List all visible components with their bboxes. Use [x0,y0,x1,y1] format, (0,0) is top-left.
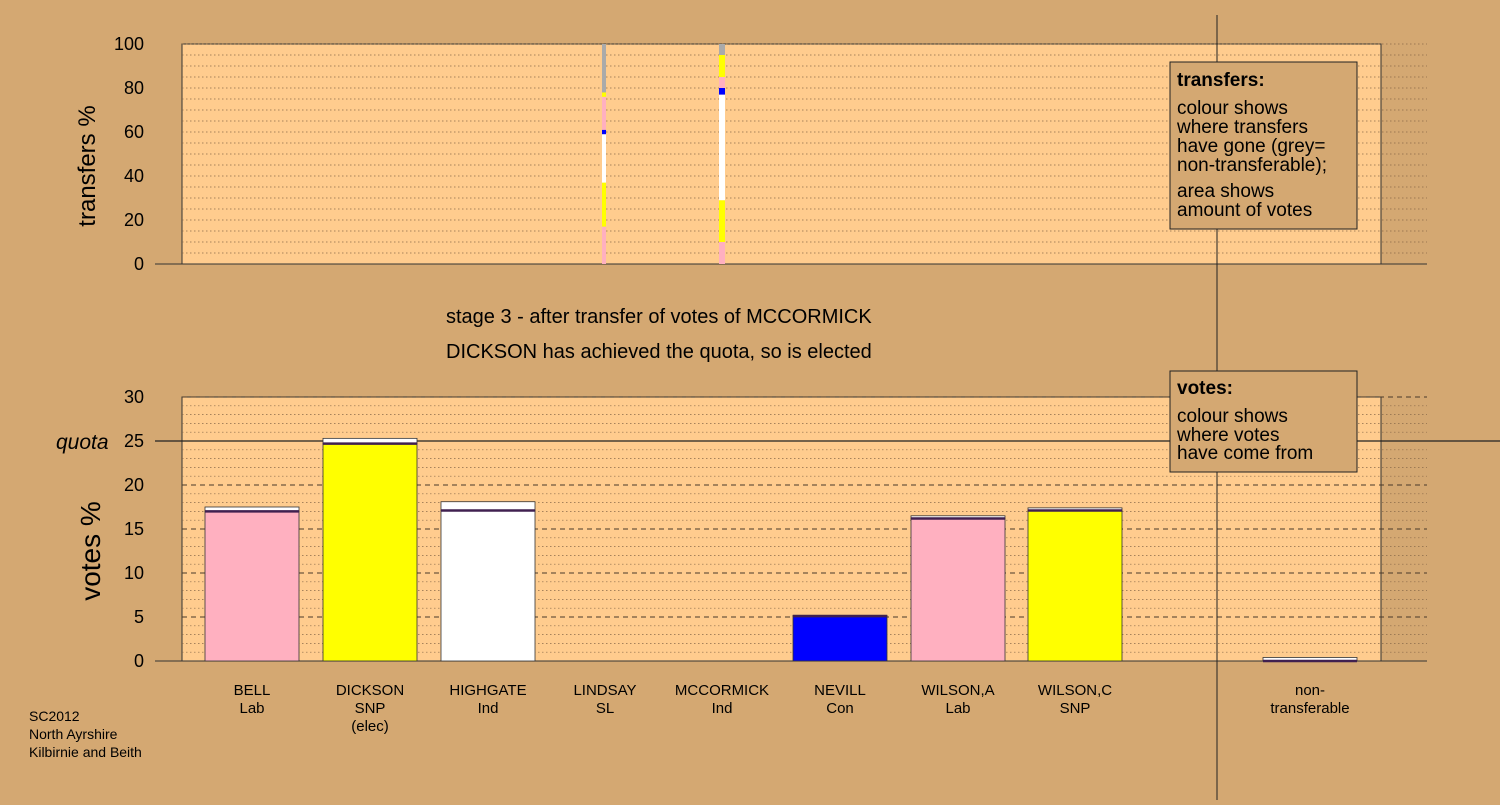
transfers-y-tick-label: 40 [124,166,144,186]
votes-y-tick-label: 25 [124,431,144,451]
transfers-legend-line: amount of votes [1177,200,1312,221]
candidate-party-label: SNP [355,700,386,717]
candidate-name-label: DICKSON [336,682,404,699]
transfer-segment [719,200,725,242]
votes-y-tick-label: 0 [134,651,144,671]
votes-legend-line: where votes [1176,425,1279,446]
candidate-name-label: LINDSAY [573,682,636,699]
vote-bar [792,615,888,662]
vote-bar [322,443,418,662]
votes-legend-title: votes: [1177,378,1233,399]
transfer-segment [719,242,725,264]
transfers-y-tick-label: 80 [124,78,144,98]
candidate-party-label: Ind [712,700,733,717]
votes-legend: votes: colour shows where votes have com… [1169,370,1358,473]
candidate-name-label: MCCORMICK [675,682,769,699]
transfer-segment [602,226,606,264]
transfer-segment [719,55,725,77]
stage-status: DICKSON has achieved the quota, so is el… [446,341,872,363]
candidate-party-label: Lab [945,700,970,717]
transfer-segment [602,92,606,97]
transfer-segment [602,44,606,93]
transfers-legend-line: non-transferable); [1177,155,1327,176]
candidate-party-label: Lab [239,700,264,717]
transfer-segment [719,44,725,55]
transfers-y-axis-label: transfers % [74,105,101,226]
candidate-name-label: BELL [234,682,271,699]
stage-title: stage 3 - after transfer of votes of MCC… [446,306,872,328]
transfer-segment [719,77,725,88]
candidate-name-label: WILSON,A [921,682,994,699]
footer-election: SC2012 [29,708,80,724]
transfer-segment [602,134,606,183]
transfers-legend-title: transfers: [1177,70,1265,91]
transfers-legend-line: area shows [1177,181,1274,202]
transfers-legend-line: where transfers [1176,117,1308,138]
votes-y-axis-label: votes % [75,501,106,601]
transfers-y-tick-label: 0 [134,254,144,274]
transfer-segment [719,88,725,95]
transfers-y-tick-label: 20 [124,210,144,230]
quota-label: quota [56,431,109,454]
transfers-legend-box [1169,61,1358,230]
vote-bar [204,510,300,662]
transfer-segment [719,94,725,201]
votes-legend-line: colour shows [1177,406,1288,427]
candidate-name-label: WILSON,C [1038,682,1112,699]
candidate-party-label: SNP [1060,700,1091,717]
vote-bar [440,510,536,662]
vote-bar-transfer [440,501,536,511]
vote-bar [910,518,1006,662]
transfers-y-tick-label: 100 [114,34,144,54]
transfers-legend-line: colour shows [1177,98,1288,119]
votes-y-tick-label: 10 [124,563,144,583]
candidate-elected-label: (elec) [351,718,389,735]
transfers-legend-line: have gone (grey= [1177,136,1325,157]
votes-legend-line: have come from [1177,443,1313,464]
transfers-legend: transfers: colour shows where transfers … [1169,61,1358,230]
footer-ward: Kilbirnie and Beith [29,744,142,760]
nontransferable-label: non- [1295,682,1325,699]
votes-legend-box [1169,370,1358,473]
candidate-name-label: NEVILL [814,682,866,699]
transfer-segment [602,96,606,130]
transfer-segment [602,182,606,227]
candidate-party-label: Ind [478,700,499,717]
vote-bar [1027,510,1123,662]
candidate-party-label: Con [826,700,854,717]
votes-y-tick-label: 15 [124,519,144,539]
footer-council: North Ayrshire [29,726,118,742]
candidate-party-label: SL [596,700,614,717]
candidate-party-label: transferable [1270,700,1349,717]
candidate-name-label: HIGHGATE [449,682,526,699]
votes-y-tick-label: 20 [124,475,144,495]
transfer-segment [602,129,606,135]
transfers-y-tick-label: 60 [124,122,144,142]
votes-y-tick-label: 30 [124,387,144,407]
votes-y-tick-label: 5 [134,607,144,627]
